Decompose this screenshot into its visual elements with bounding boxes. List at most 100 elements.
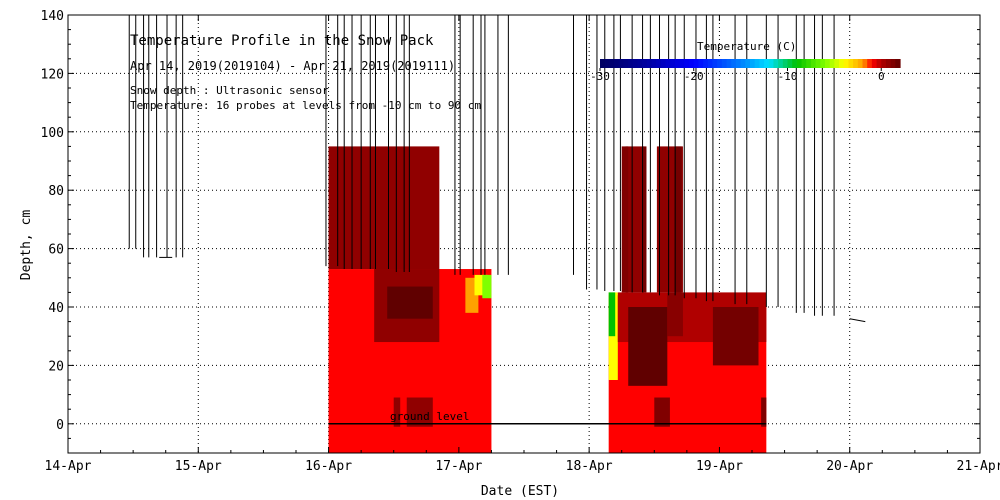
colorbar-tick-label: 0	[878, 70, 885, 83]
y-tick-label: 0	[56, 418, 64, 433]
colorbar-segment	[820, 59, 826, 68]
heatmap-cell	[328, 146, 440, 270]
colorbar-segment	[792, 59, 798, 68]
chart-date-range: Apr 14, 2019(2019104) - Apr 21, 2019(201…	[130, 59, 455, 73]
y-tick-label: 140	[41, 9, 64, 24]
colorbar-segment	[646, 59, 653, 68]
y-tick-label: 80	[48, 184, 64, 199]
colorbar-segment	[600, 59, 606, 68]
colorbar-segment	[656, 59, 662, 68]
colorbar-segment	[721, 59, 728, 68]
plot-frame	[67, 14, 981, 454]
y-tick-label: 60	[48, 243, 64, 258]
y-axis-label: Depth, cm	[19, 210, 34, 281]
colorbar-segment	[684, 59, 690, 68]
colorbar-segment	[890, 59, 896, 68]
heatmap-cell	[667, 292, 683, 337]
colorbar-title: Temperature (C)	[697, 40, 796, 53]
colorbar-segment	[651, 59, 657, 68]
x-tick-label: 17-Apr	[435, 459, 482, 474]
heatmap-cell	[482, 274, 492, 299]
colorbar-segment	[670, 59, 676, 68]
colorbar-segment	[754, 59, 760, 68]
y-axis-ticks: 0 20 40 60 80 100 120 140	[41, 9, 980, 454]
heatmap-cell	[621, 146, 629, 293]
colorbar-segment	[759, 59, 765, 68]
colorbar-tick-label: -30	[590, 70, 610, 83]
heatmap-cell	[406, 397, 433, 427]
colorbar-segment	[881, 59, 887, 68]
colorbar-segment	[726, 59, 732, 68]
colorbar-segment	[773, 59, 779, 68]
y-tick-label: 100	[41, 126, 64, 141]
colorbar-segment	[867, 59, 873, 68]
colorbar-segment	[815, 59, 821, 68]
colorbar-strip	[600, 59, 901, 68]
colorbar-segment	[787, 59, 793, 68]
colorbar-segment	[604, 59, 610, 68]
colorbar-segment	[628, 59, 634, 68]
colorbar-segment	[618, 59, 625, 68]
x-tick-label: 15-Apr	[175, 459, 222, 474]
colorbar-segment	[623, 59, 629, 68]
chart-title: Temperature Profile in the Snow Pack	[130, 33, 434, 49]
colorbar-segment	[707, 59, 714, 68]
x-axis-label: Date (EST)	[481, 484, 559, 499]
colorbar-segment	[810, 59, 817, 68]
colorbar-segment	[764, 59, 770, 68]
x-tick-label: 18-Apr	[566, 459, 613, 474]
colorbar-segment	[660, 59, 667, 68]
colorbar-segment	[740, 59, 746, 68]
heatmap-cell	[712, 307, 759, 366]
colorbar-segment	[689, 59, 695, 68]
colorbar-segment	[665, 59, 671, 68]
colorbar-segment	[745, 59, 751, 68]
heatmap-cell	[761, 397, 767, 427]
heatmap-cell	[642, 146, 647, 293]
colorbar-segment	[778, 59, 784, 68]
colorbar: Temperature (C) -30 -20 -10 0	[590, 40, 901, 83]
x-tick-label: 21-Apr	[957, 459, 1000, 474]
colorbar-segment	[717, 59, 723, 68]
colorbar-segment	[782, 59, 789, 68]
colorbar-segment	[698, 59, 704, 68]
colorbar-segment	[712, 59, 718, 68]
heatmap-cell	[387, 286, 433, 319]
x-axis-ticks: 14-Apr 15-Apr 16-Apr 17-Apr 18-Apr 19-Apr 20-A…	[45, 15, 1000, 474]
chart-info-line: Temperature: 16 probes at levels from -1…	[130, 99, 481, 112]
grid-lines	[67, 14, 981, 453]
colorbar-segment	[703, 59, 709, 68]
colorbar-segment	[796, 59, 803, 68]
snow-depth-line	[849, 318, 866, 323]
colorbar-ticks: -30 -20 -10 0	[590, 68, 885, 83]
x-tick-label: 14-Apr	[45, 459, 92, 474]
colorbar-segment	[829, 59, 835, 68]
colorbar-segment	[693, 59, 700, 68]
ground-level-label: ground level	[390, 410, 469, 423]
heatmap-cell	[628, 307, 668, 386]
colorbar-segment	[839, 59, 845, 68]
y-tick-label: 120	[41, 67, 64, 82]
colorbar-segment	[885, 59, 892, 68]
heatmap-cell	[608, 292, 616, 337]
colorbar-segment	[632, 59, 639, 68]
colorbar-segment	[862, 59, 868, 68]
colorbar-segment	[679, 59, 685, 68]
colorbar-segment	[735, 59, 742, 68]
x-tick-label: 20-Apr	[826, 459, 873, 474]
colorbar-segment	[768, 59, 775, 68]
colorbar-segment	[801, 59, 807, 68]
colorbar-segment	[675, 59, 681, 68]
y-tick-label: 20	[48, 359, 64, 374]
chart-info-line: Snow depth : Ultrasonic sensor	[130, 84, 329, 97]
colorbar-segment	[848, 59, 854, 68]
colorbar-segment	[609, 59, 615, 68]
temperature-heatmap	[328, 146, 767, 453]
x-tick-label: 16-Apr	[305, 459, 352, 474]
colorbar-segment	[843, 59, 850, 68]
colorbar-segment	[731, 59, 737, 68]
heatmap-cell	[654, 397, 670, 427]
colorbar-segment	[834, 59, 840, 68]
heatmap-cell	[625, 146, 644, 293]
